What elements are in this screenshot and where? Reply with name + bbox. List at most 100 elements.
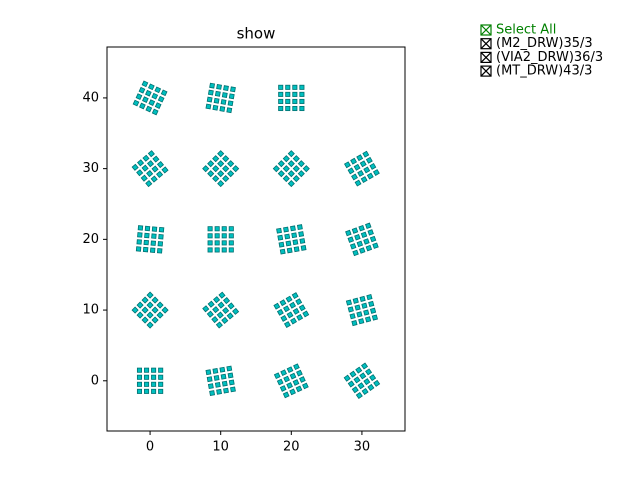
- cell: [359, 247, 366, 254]
- cell: [152, 155, 160, 163]
- cell: [362, 150, 370, 158]
- cell: [292, 155, 300, 163]
- cell: [138, 86, 146, 94]
- check-mark: [480, 38, 492, 50]
- cell: [160, 89, 168, 97]
- cell: [212, 165, 220, 173]
- cell: [299, 105, 305, 112]
- cell: [146, 301, 154, 309]
- checkbox-label[interactable]: (MT_DRW)43/3: [496, 64, 592, 79]
- cell: [156, 160, 165, 169]
- y-tick-label: 40: [82, 90, 99, 105]
- cell: [298, 231, 305, 237]
- cell: [156, 248, 163, 254]
- cell: [360, 176, 368, 184]
- cell: [151, 226, 158, 232]
- cell: [345, 299, 353, 306]
- cell: [157, 95, 165, 103]
- cell: [222, 155, 230, 163]
- cell: [276, 378, 284, 386]
- checkbox-label[interactable]: Select All: [496, 23, 556, 38]
- cell: [223, 387, 229, 394]
- cell: [148, 99, 156, 106]
- cell: [135, 246, 142, 252]
- cell: [144, 225, 151, 232]
- cell: [214, 226, 220, 232]
- cell: [299, 84, 305, 90]
- cell: [367, 229, 374, 236]
- cell: [300, 245, 307, 251]
- cell: [283, 305, 290, 313]
- checkbox-label[interactable]: (M2_DRW)35/3: [496, 36, 593, 51]
- cell: [369, 235, 377, 243]
- square-group: [276, 224, 307, 255]
- cell: [214, 233, 220, 239]
- cell: [227, 372, 234, 379]
- cell: [349, 243, 357, 250]
- check-mark: [480, 65, 492, 77]
- cell: [151, 92, 159, 100]
- cell: [343, 374, 351, 382]
- cell: [354, 179, 362, 187]
- cell: [282, 175, 290, 183]
- square-group: [202, 291, 240, 329]
- x-tick-label: 0: [146, 440, 154, 455]
- cell: [279, 385, 287, 392]
- cell: [285, 105, 291, 112]
- y-tick-label: 30: [82, 161, 99, 176]
- square-group: [345, 294, 378, 327]
- checkbox-label[interactable]: (VIA2_DRW)36/3: [496, 50, 603, 65]
- cell: [353, 376, 361, 384]
- cell: [214, 381, 221, 388]
- cell: [283, 226, 289, 233]
- cell: [146, 321, 154, 329]
- cell: [289, 301, 297, 309]
- square-group: [136, 367, 164, 394]
- square-group: [207, 226, 234, 253]
- cell: [221, 233, 227, 239]
- cell: [299, 98, 305, 104]
- cell: [292, 105, 298, 112]
- cell: [151, 388, 157, 394]
- cell: [219, 366, 226, 373]
- cell: [137, 159, 145, 167]
- cell: [345, 229, 352, 237]
- cell: [214, 247, 220, 253]
- cell: [285, 98, 291, 104]
- cell: [286, 382, 293, 389]
- cell: [292, 175, 300, 183]
- cell: [145, 180, 153, 188]
- cell: [213, 97, 220, 104]
- cell: [145, 89, 152, 97]
- cell: [228, 93, 235, 100]
- cell: [279, 299, 287, 307]
- cell: [161, 166, 169, 174]
- cell: [158, 226, 165, 233]
- cell: [285, 240, 292, 247]
- cell: [207, 383, 214, 390]
- cell: [207, 233, 213, 239]
- cell: [136, 311, 144, 319]
- cell: [207, 170, 215, 178]
- cell: [230, 386, 236, 393]
- cell: [154, 102, 162, 109]
- cell: [299, 91, 305, 97]
- cell: [302, 165, 310, 173]
- cell: [355, 366, 363, 374]
- cell: [205, 369, 212, 376]
- cell: [151, 165, 159, 173]
- cell: [356, 240, 364, 248]
- cell: [157, 241, 164, 247]
- cell: [372, 169, 380, 176]
- cell: [212, 155, 220, 163]
- cell: [136, 301, 144, 309]
- cell: [207, 247, 213, 253]
- cell: [367, 383, 375, 391]
- cell: [283, 321, 291, 328]
- cell: [207, 89, 214, 96]
- cell: [158, 234, 164, 240]
- cell: [278, 84, 284, 90]
- cell: [135, 93, 143, 100]
- cell: [349, 313, 356, 320]
- cell: [158, 388, 164, 394]
